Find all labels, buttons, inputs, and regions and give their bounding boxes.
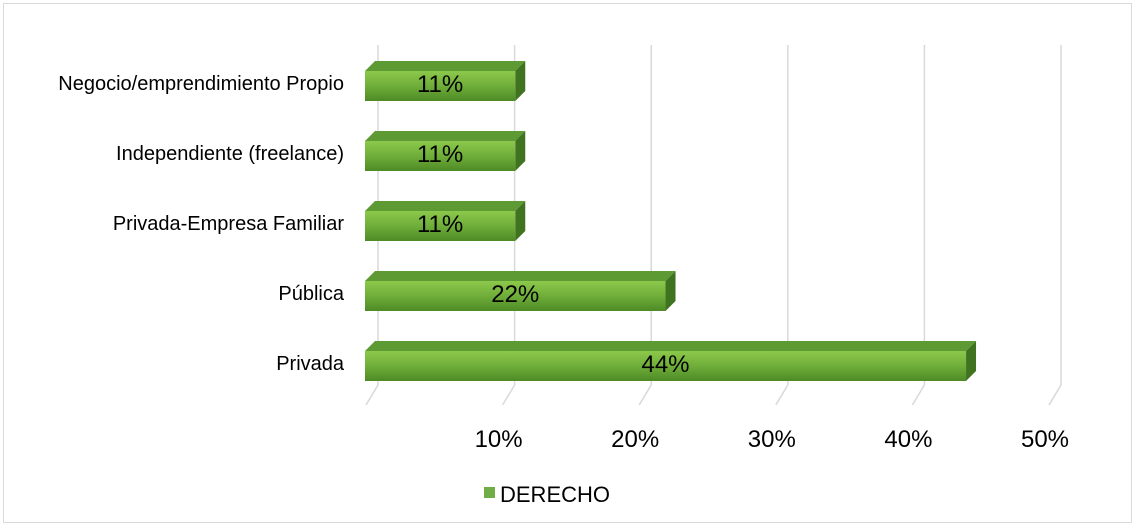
gridline-floor [638, 384, 652, 406]
gridline-floor [1048, 384, 1062, 406]
category-label: Privada [276, 353, 345, 375]
bar-top-face [365, 61, 526, 71]
category-labels: Negocio/emprendimiento Propio Independien… [58, 73, 345, 375]
bar [365, 281, 666, 311]
data-label: 11% [417, 71, 463, 98]
legend-swatch [484, 487, 495, 498]
data-labels: 11% 11% 11% 22% 44% [417, 71, 690, 378]
bar-top-face [365, 271, 676, 281]
chart-frame [3, 3, 1132, 523]
bar [365, 351, 967, 381]
x-tick-label: 30% [748, 426, 796, 453]
x-axis-tick-labels: 10% 20% 30% 40% 50% [475, 426, 1069, 453]
gridline-floor [911, 384, 926, 406]
category-label: Pública [278, 283, 344, 305]
category-label: Independiente (freelance) [116, 143, 344, 165]
x-tick-label: 50% [1021, 426, 1069, 453]
bar [365, 71, 516, 101]
gridline-floor [365, 384, 379, 406]
bar-top-face [365, 131, 526, 141]
data-label: 22% [491, 281, 539, 308]
bars [365, 61, 977, 381]
x-tick-label: 20% [611, 426, 659, 453]
data-label: 11% [417, 211, 463, 238]
bar-top-face [365, 201, 526, 211]
bar [365, 211, 516, 241]
bar-side-face [515, 61, 526, 101]
bar-top-face [365, 341, 977, 351]
bar-side-face [515, 201, 526, 241]
x-tick-label: 10% [475, 426, 523, 453]
legend-label: DERECHO [500, 482, 610, 507]
bar-side-face [966, 341, 977, 381]
bar-side-face [515, 131, 526, 171]
category-label: Negocio/emprendimiento Propio [58, 73, 344, 95]
legend: DERECHO [484, 482, 610, 507]
bar [365, 141, 516, 171]
data-label: 44% [641, 351, 689, 378]
bar-side-face [665, 271, 676, 311]
data-label: 11% [417, 141, 463, 168]
gridline-floor [775, 384, 789, 406]
x-tick-label: 40% [884, 426, 932, 453]
gridlines [365, 45, 1062, 406]
category-label: Privada-Empresa Familiar [113, 213, 345, 235]
gridline-floor [501, 384, 516, 406]
